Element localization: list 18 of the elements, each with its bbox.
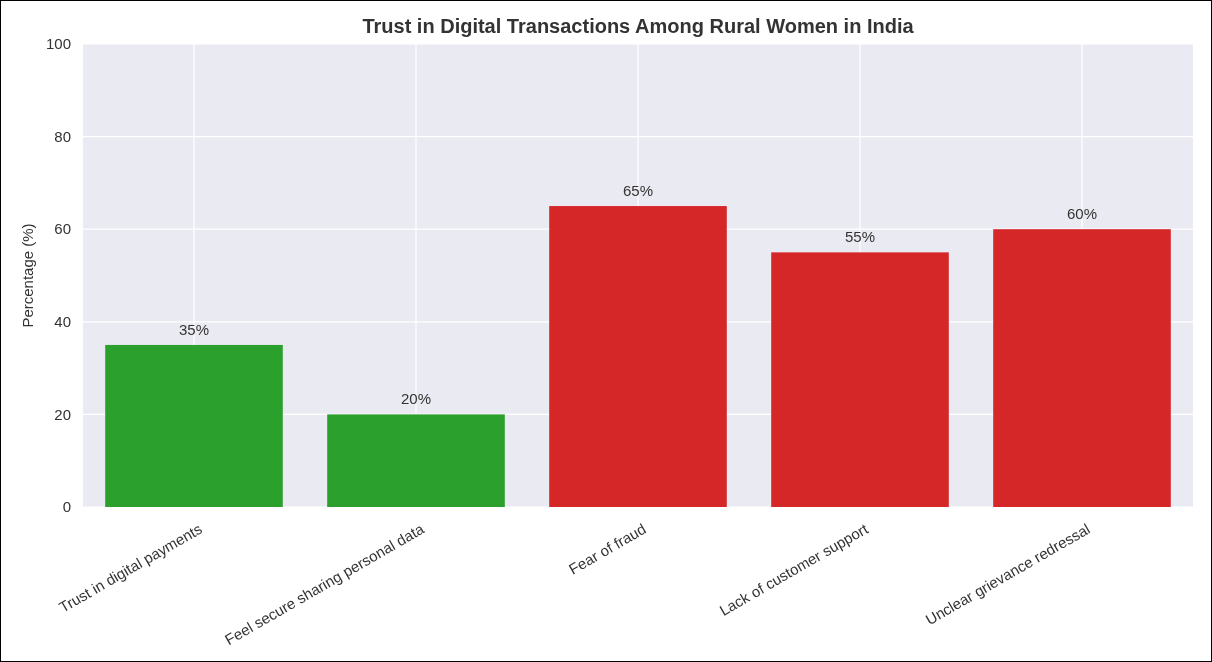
data-label: 55%	[844, 228, 876, 246]
chart-title: Trust in Digital Transactions Among Rural Women in India	[362, 15, 915, 37]
data-label: 20%	[400, 390, 432, 408]
y-axis-title: Percentage (%)	[19, 223, 36, 328]
data-label: 65%	[622, 182, 654, 200]
y-tick-label: 20	[54, 405, 71, 423]
data-label: 60%	[1066, 205, 1098, 223]
bar	[993, 229, 1171, 507]
y-tick-label: 100	[45, 35, 71, 53]
y-tick-label: 80	[54, 127, 71, 145]
bar	[327, 414, 505, 507]
bar	[771, 252, 949, 507]
bar	[105, 344, 283, 507]
y-tick-label: 0	[62, 498, 71, 516]
y-tick-label: 40	[54, 313, 71, 331]
data-label: 35%	[178, 320, 210, 338]
y-tick-label: 60	[54, 220, 71, 238]
bar	[549, 206, 727, 507]
